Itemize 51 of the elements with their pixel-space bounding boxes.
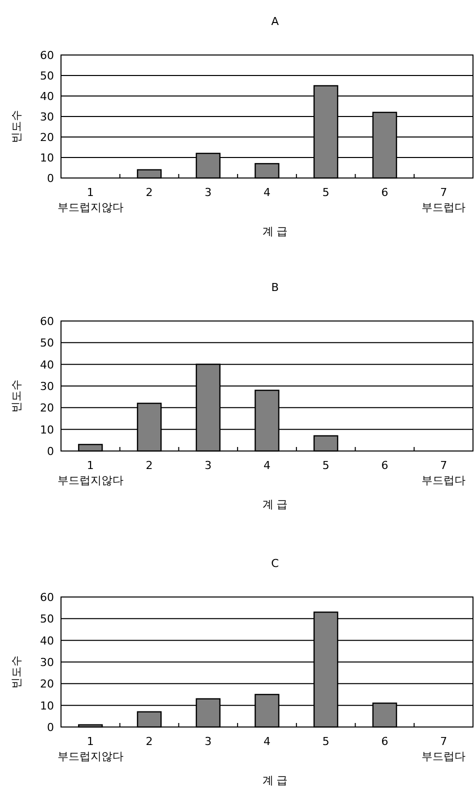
x-tick-label: 3 — [204, 186, 212, 199]
x-tick-label: 5 — [322, 735, 330, 748]
x-tick-label: 1 부드럽지않다 — [57, 186, 124, 214]
x-tick-label: 5 — [322, 459, 330, 472]
y-tick-label: 0 — [47, 172, 54, 185]
x-tick-label: 6 — [381, 186, 388, 199]
x-axis-title: 계 급 — [262, 498, 288, 511]
chart-title: C — [271, 557, 280, 570]
y-tick-label: 0 — [47, 445, 54, 458]
x-axis-title: 계 급 — [262, 774, 288, 787]
x-axis-title: 계 급 — [262, 225, 288, 238]
y-tick-label: 60 — [40, 49, 54, 62]
y-axis-title: 빈도수 — [10, 110, 23, 143]
y-axis-title: 빈도수 — [10, 656, 23, 688]
y-tick-label: 20 — [40, 402, 54, 415]
y-tick-label: 60 — [40, 315, 54, 328]
y-tick-label: 50 — [40, 70, 54, 82]
x-tick-label: 4 — [264, 186, 270, 199]
y-tick-label: 10 — [40, 152, 54, 164]
y-tick-label: 20 — [40, 131, 54, 144]
y-tick-label: 40 — [40, 634, 54, 648]
x-tick-label: 6 — [381, 459, 388, 472]
y-tick-label: 30 — [40, 110, 54, 124]
x-tick-label: 7 부드럽다 — [422, 459, 466, 487]
x-tick-label: 2 — [146, 735, 153, 748]
x-tick-label: 3 — [204, 459, 212, 472]
x-tick-label: 7 부드럽다 — [422, 186, 466, 214]
x-tick-label: 1 부드럽지않다 — [57, 459, 124, 487]
chart-title: A — [271, 15, 280, 28]
x-tick-label: 4 — [264, 735, 270, 748]
x-tick-label: 1 부드럽지않다 — [57, 735, 124, 763]
y-tick-label: 40 — [40, 358, 54, 372]
y-tick-label: 20 — [40, 678, 54, 691]
x-tick-label: 5 — [322, 186, 330, 199]
x-tick-label: 4 — [264, 459, 270, 472]
y-tick-label: 10 — [40, 423, 54, 436]
x-tick-label: 6 — [381, 735, 388, 748]
y-tick-label: 50 — [40, 336, 54, 350]
x-tick-label: 2 — [146, 459, 153, 472]
y-tick-label: 60 — [40, 591, 54, 604]
x-tick-label: 2 — [146, 186, 153, 199]
y-tick-label: 30 — [40, 380, 54, 393]
x-tick-label: 7 부드럽다 — [422, 735, 466, 763]
x-tick-label: 3 — [204, 735, 212, 748]
y-tick-label: 40 — [40, 90, 54, 103]
y-tick-label: 10 — [40, 699, 54, 712]
y-tick-label: 50 — [40, 612, 54, 626]
y-axis-title: 빈도수 — [10, 380, 23, 412]
y-tick-label: 0 — [47, 721, 54, 734]
y-tick-label: 30 — [40, 656, 54, 669]
chart-title: B — [271, 281, 279, 294]
